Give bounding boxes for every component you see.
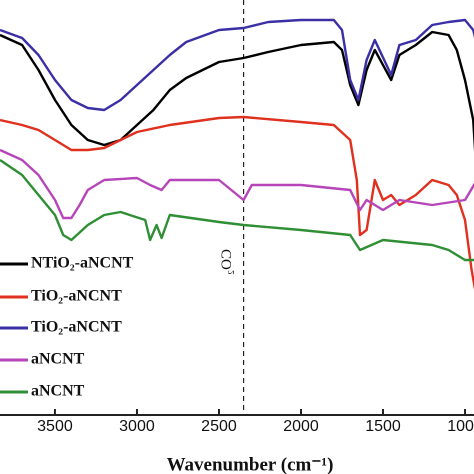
x-tick-label: 3500: [37, 418, 73, 435]
legend-label: TiO₂-aNCNT: [31, 319, 122, 336]
series-line: [0, 18, 474, 112]
series-line: [0, 148, 474, 220]
x-tick-label: 1500: [365, 418, 401, 435]
annotation: CO₂: [219, 249, 235, 275]
legend-label: NTiO₂-aNCNT: [31, 255, 134, 272]
x-tick-label: 3000: [119, 418, 155, 435]
x-tick-label: 2500: [201, 418, 237, 435]
series-line: [0, 115, 474, 291]
series-line: [0, 30, 474, 152]
legend-label: aNCNT: [31, 351, 85, 368]
series-line: [0, 159, 474, 262]
legend-label: TiO₂-aNCNT: [31, 288, 122, 305]
x-tick-label: 2000: [283, 418, 319, 435]
legend-label: aNCNT: [31, 383, 85, 400]
x-tick-label: 1000: [447, 418, 474, 435]
x-axis-title: Wavenumber (cm⁻¹): [167, 454, 334, 474]
